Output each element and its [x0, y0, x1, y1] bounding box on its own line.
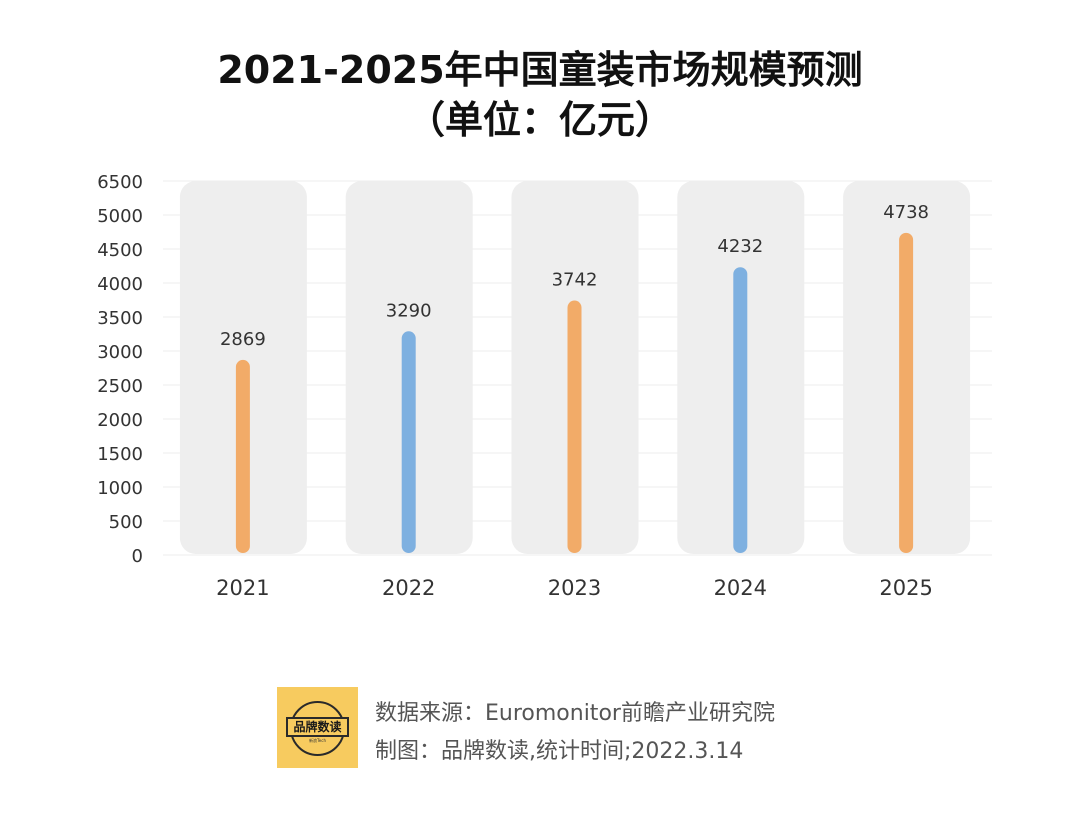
y-tick-label: 4000	[97, 274, 143, 295]
logo-text: 品牌数读	[286, 717, 349, 737]
y-tick-label: 3500	[97, 308, 143, 329]
x-tick-label: 2025	[879, 576, 932, 600]
brand-logo: 品牌数读 新浪Tech	[277, 687, 358, 768]
x-tick-label: 2024	[714, 576, 767, 600]
y-tick-label: 3000	[97, 342, 143, 363]
y-tick-label: 6500	[97, 172, 143, 193]
bar	[567, 300, 582, 553]
credit-line: 制图：品牌数读,统计时间;2022.3.14	[375, 739, 744, 764]
y-tick-label: 1500	[97, 444, 143, 465]
data-label: 4232	[717, 236, 763, 257]
data-label: 3742	[552, 270, 598, 291]
bar-chart: 0 500 1000 1500 2000 2500 3000 3500 4000 4500 5000…	[97, 172, 992, 600]
chart-title: 2021-2025年中国童装市场规模预测	[217, 48, 863, 92]
data-label: 3290	[386, 300, 432, 321]
bar	[401, 331, 416, 553]
y-tick-label: 500	[109, 512, 143, 533]
x-tick-label: 2022	[382, 576, 435, 600]
y-tick-label: 1000	[97, 478, 143, 499]
chart-subtitle: （单位：亿元）	[406, 98, 673, 142]
y-tick-label: 0	[132, 546, 143, 567]
y-tick-label: 2500	[97, 376, 143, 397]
y-tick-label: 4500	[97, 240, 143, 261]
y-tick-label: 2000	[97, 410, 143, 431]
bar	[733, 267, 748, 553]
bar	[235, 359, 250, 553]
logo-subtext: 新浪Tech	[309, 738, 326, 743]
x-tick-label: 2023	[548, 576, 601, 600]
x-tick-label: 2021	[216, 576, 269, 600]
source-line: 数据来源：Euromonitor前瞻产业研究院	[375, 701, 775, 726]
data-label: 2869	[220, 329, 266, 350]
y-tick-label: 5000	[97, 206, 143, 227]
data-label: 4738	[883, 202, 929, 223]
bar	[899, 232, 914, 554]
